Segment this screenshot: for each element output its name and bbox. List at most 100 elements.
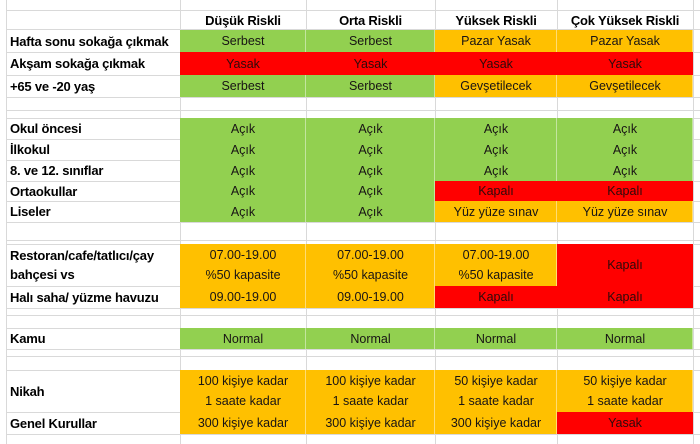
table-cell[interactable]: Yasak: [180, 52, 306, 75]
row-label-line: Akşam sokağa çıkmak: [10, 56, 145, 71]
cell-text-line: Serbest: [221, 34, 265, 48]
cell-text-line: 100 kişiye kadar: [325, 374, 416, 388]
row-label-line: Okul öncesi: [10, 121, 82, 136]
cell-text-line: Yüz yüze sınav: [582, 204, 668, 219]
column-header[interactable]: Yüksek Riskli: [455, 12, 537, 28]
table-cell[interactable]: 300 kişiye kadar: [306, 412, 435, 434]
table-cell[interactable]: Açık: [180, 118, 306, 139]
row-label-line: +65 ve -20 yaş: [10, 78, 96, 94]
row-label[interactable]: 8. ve 12. sınıflar: [6, 160, 180, 181]
cell-text-line: %50 kapasite: [332, 268, 409, 282]
table-cell[interactable]: Açık: [180, 160, 306, 181]
table-cell[interactable]: Açık: [180, 201, 306, 222]
table-cell[interactable]: 100 kişiye kadar 1 saate kadar: [180, 370, 306, 412]
table-cell[interactable]: 07.00-19.00 %50 kapasite: [180, 244, 306, 286]
row-label[interactable]: +65 ve -20 yaş: [6, 75, 180, 97]
row-label[interactable]: İlkokul: [6, 139, 180, 160]
cell-text-line: Normal: [222, 331, 264, 346]
table-cell[interactable]: Açık: [306, 160, 435, 181]
table-cell[interactable]: 09.00-19.00: [180, 286, 306, 308]
table-cell[interactable]: Serbest: [180, 30, 306, 52]
cell-text-line: Kapalı: [607, 258, 643, 272]
table-cell[interactable]: Açık: [557, 118, 693, 139]
gridline-horizontal: [6, 240, 700, 241]
table-cell[interactable]: Yüz yüze sınav: [557, 201, 693, 222]
cell-text-line: Açık: [358, 163, 383, 178]
table-cell[interactable]: Serbest: [180, 75, 306, 97]
table-cell[interactable]: 50 kişiye kadar 1 saate kadar: [435, 370, 557, 412]
table-cell[interactable]: Serbest: [306, 75, 435, 97]
table-cell[interactable]: Pazar Yasak: [557, 30, 693, 52]
row-label[interactable]: Liseler: [6, 201, 180, 222]
row-label[interactable]: Genel Kurullar: [6, 412, 180, 434]
table-cell[interactable]: Açık: [435, 139, 557, 160]
table-cell[interactable]: 300 kişiye kadar: [435, 412, 557, 434]
table-cell[interactable]: Yasak: [557, 52, 693, 75]
table-cell[interactable]: Açık: [180, 181, 306, 201]
table-cell[interactable]: Normal: [306, 328, 435, 349]
row-label[interactable]: Ortaokullar: [6, 181, 180, 201]
row-label[interactable]: Restoran/cafe/tatlıcı/çay bahçesi vs: [6, 244, 180, 286]
table-cell[interactable]: Kapalı: [557, 244, 693, 286]
cell-text-line: %50 kapasite: [458, 268, 534, 282]
table-cell[interactable]: Normal: [557, 328, 693, 349]
table-cell[interactable]: Yasak: [306, 52, 435, 75]
table-cell[interactable]: Kapalı: [435, 181, 557, 201]
cell-text-line: Açık: [358, 204, 383, 219]
row-label-line: Nikah: [10, 383, 45, 399]
column-header[interactable]: Düşük Riskli: [205, 12, 281, 28]
table-cell[interactable]: Yasak: [435, 52, 557, 75]
table-cell[interactable]: 09.00-19.00: [306, 286, 435, 308]
table-cell[interactable]: Açık: [180, 139, 306, 160]
table-cell[interactable]: Serbest: [306, 30, 435, 52]
table-cell[interactable]: Açık: [557, 139, 693, 160]
table-cell[interactable]: Açık: [306, 139, 435, 160]
table-cell[interactable]: Açık: [306, 181, 435, 201]
table-cell[interactable]: 100 kişiye kadar 1 saate kadar: [306, 370, 435, 412]
cell-text-line: 1 saate kadar: [332, 394, 409, 408]
table-cell[interactable]: Açık: [435, 160, 557, 181]
cell-text-line: 50 kişiye kadar: [583, 374, 667, 388]
cell-text-line: Kapalı: [607, 290, 643, 304]
row-label[interactable]: Akşam sokağa çıkmak: [6, 52, 180, 75]
table-cell[interactable]: Normal: [180, 328, 306, 349]
column-header[interactable]: Orta Riskli: [339, 12, 402, 28]
table-cell[interactable]: Gevşetilecek: [557, 75, 693, 97]
row-label-line: Genel Kurullar: [10, 415, 97, 431]
table-cell[interactable]: 07.00-19.00 %50 kapasite: [306, 244, 435, 286]
table-cell[interactable]: Açık: [306, 201, 435, 222]
table-cell[interactable]: Kapalı: [557, 181, 693, 201]
cell-text-line: Gevşetilecek: [460, 79, 532, 93]
cell-text-line: Serbest: [348, 34, 393, 48]
row-label-line: 8. ve 12. sınıflar: [10, 163, 104, 178]
gridline-horizontal: [6, 308, 700, 309]
cell-text-line: 09.00-19.00: [209, 290, 277, 304]
table-cell[interactable]: 50 kişiye kadar 1 saate kadar: [557, 370, 693, 412]
cell-text-line: Serbest: [221, 79, 265, 93]
cell-text-line: Pazar Yasak: [590, 34, 660, 48]
table-cell[interactable]: Açık: [557, 160, 693, 181]
table-cell[interactable]: Gevşetilecek: [435, 75, 557, 97]
table-cell[interactable]: 07.00-19.00 %50 kapasite: [435, 244, 557, 286]
gridline-horizontal: [6, 349, 700, 350]
row-label[interactable]: Nikah: [6, 370, 180, 412]
row-label[interactable]: Okul öncesi: [6, 118, 180, 139]
cell-text-line: Açık: [230, 163, 256, 178]
cell-text-line: Açık: [483, 163, 509, 178]
cell-text-line: Normal: [475, 331, 517, 346]
row-label[interactable]: Kamu: [6, 328, 180, 349]
table-cell[interactable]: Pazar Yasak: [435, 30, 557, 52]
table-cell[interactable]: Yüz yüze sınav: [435, 201, 557, 222]
table-cell[interactable]: Açık: [435, 118, 557, 139]
table-cell[interactable]: Kapalı: [435, 286, 557, 308]
table-cell[interactable]: Yasak: [557, 412, 693, 434]
row-label-line: İlkokul: [10, 142, 50, 157]
column-header[interactable]: Çok Yüksek Riskli: [570, 12, 680, 28]
table-cell[interactable]: Normal: [435, 328, 557, 349]
cell-text-line: 1 saate kadar: [205, 394, 281, 408]
table-cell[interactable]: Açık: [306, 118, 435, 139]
row-label[interactable]: Halı saha/ yüzme havuzu: [6, 286, 180, 308]
row-label[interactable]: Hafta sonu sokağa çıkmak: [6, 30, 180, 52]
table-cell[interactable]: 300 kişiye kadar: [180, 412, 306, 434]
table-cell[interactable]: Kapalı: [557, 286, 693, 308]
